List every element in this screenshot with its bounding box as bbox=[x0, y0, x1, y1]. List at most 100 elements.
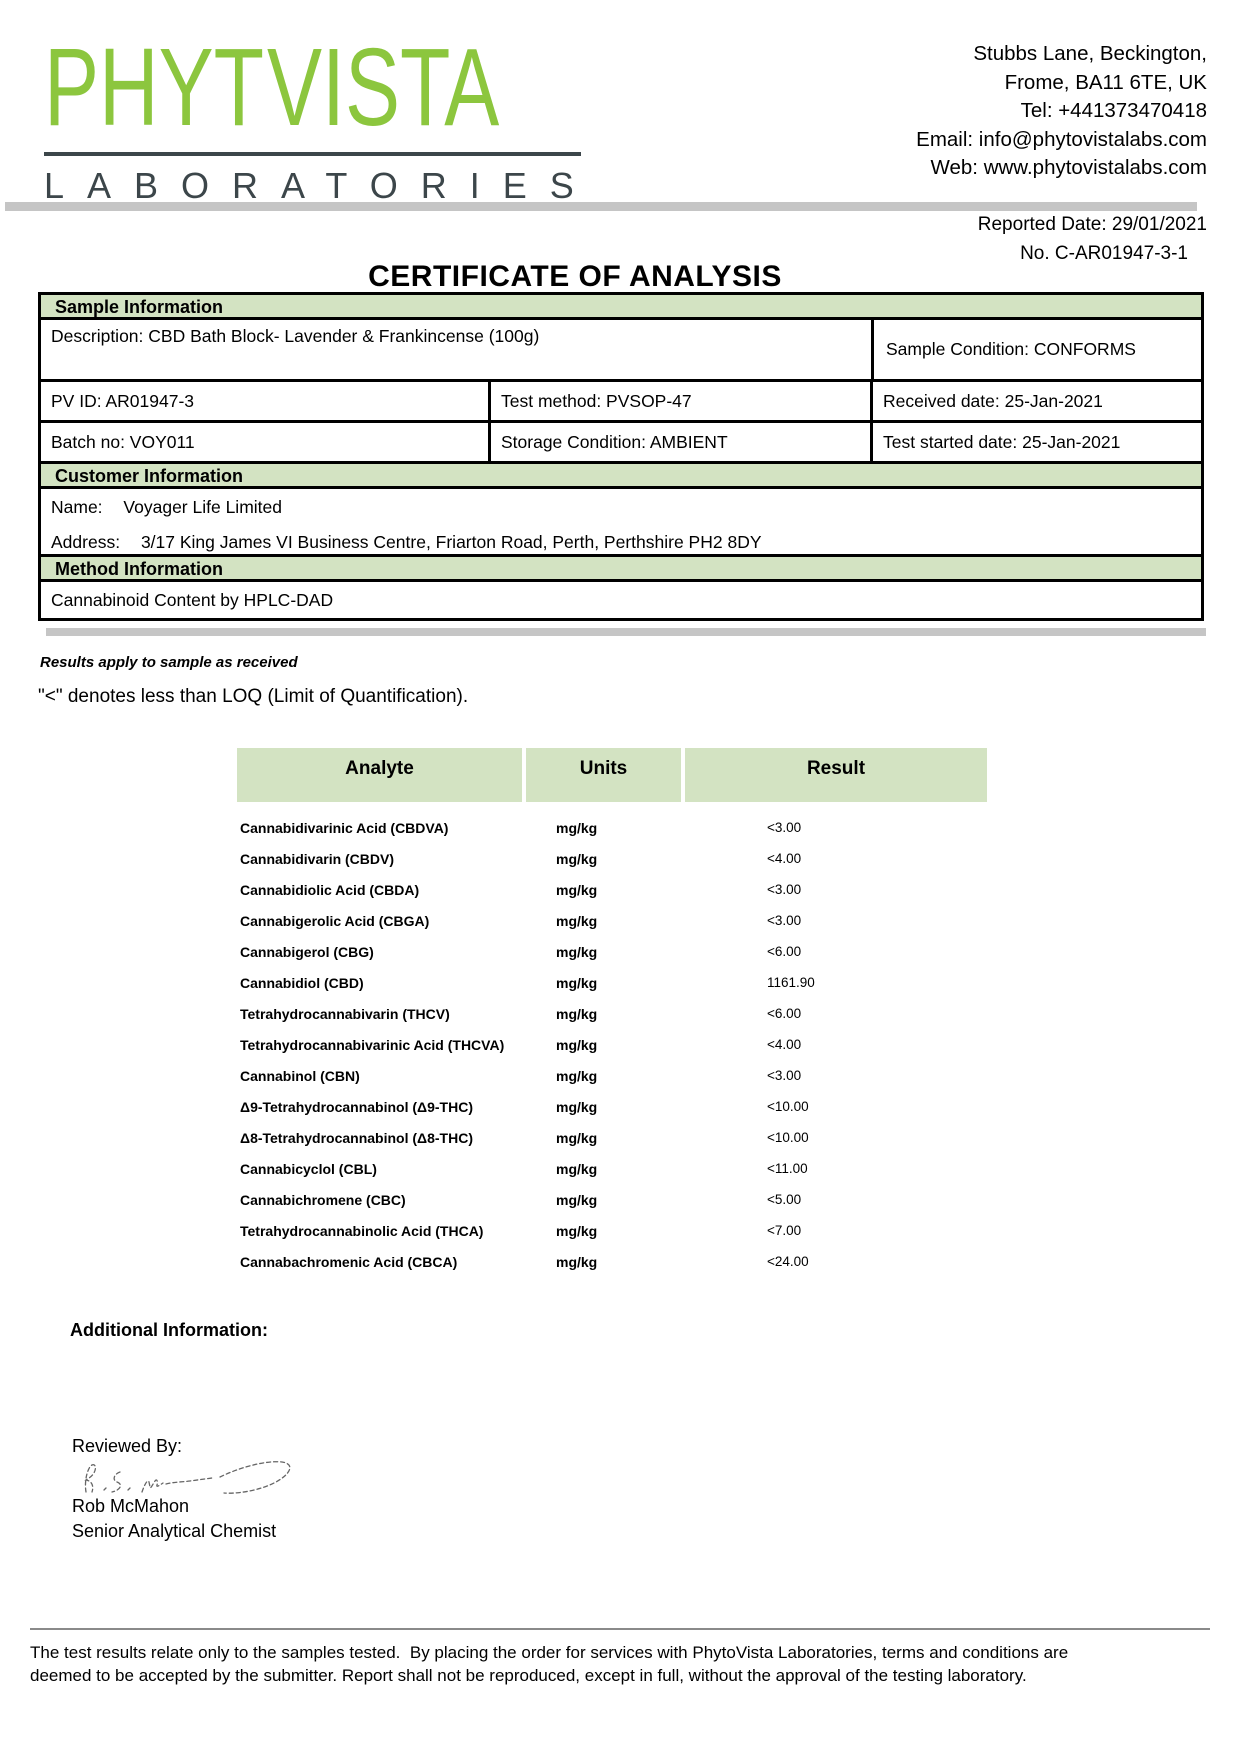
analyte-cell: Tetrahydrocannabivarinic Acid (THCVA) bbox=[240, 1036, 505, 1053]
result-cell: <6.00 bbox=[767, 1006, 802, 1021]
table-row: Cannabichromene (CBC) mg/kg <5.00 bbox=[237, 1184, 987, 1215]
footer-line2: deemed to be accepted by the submitter. … bbox=[30, 1665, 1027, 1685]
logo-divider-rule bbox=[44, 151, 581, 156]
analyte-cell: Cannabidivarin (CBDV) bbox=[240, 850, 395, 867]
contact-address-line1: Stubbs Lane, Beckington, bbox=[973, 42, 1207, 65]
customer-address-value: 3/17 King James VI Business Centre, Fria… bbox=[140, 532, 762, 552]
units-cell: mg/kg bbox=[556, 881, 598, 898]
analyte-cell: Cannabigerol (CBG) bbox=[240, 943, 374, 960]
table-row: Δ8-Tetrahydrocannabinol (Δ8-THC) mg/kg <10… bbox=[237, 1122, 987, 1153]
method-information-body: Cannabinoid Content by HPLC-DAD bbox=[51, 589, 334, 610]
sample-information-header: Sample Information bbox=[41, 295, 1201, 320]
units-cell: mg/kg bbox=[556, 1222, 598, 1239]
infobox-shadow-bar bbox=[46, 628, 1206, 636]
test-method-cell: Test method: PVSOP-47 bbox=[491, 382, 873, 420]
analyte-cell: Cannabinol (CBN) bbox=[240, 1067, 360, 1084]
result-cell: <6.00 bbox=[767, 944, 802, 959]
footer-line1: The test results relate only to the samp… bbox=[30, 1643, 1069, 1662]
analyte-cell: Tetrahydrocannabinolic Acid (THCA) bbox=[240, 1222, 484, 1239]
logo-text-phyt: PHYT bbox=[44, 26, 265, 149]
customer-information-header: Customer Information bbox=[41, 464, 1201, 489]
loq-note: "<" denotes less than LOQ (Limit of Quan… bbox=[38, 686, 469, 707]
result-column-header: Result bbox=[685, 748, 987, 802]
table-row: Cannabachromenic Acid (CBCA) mg/kg <24.00 bbox=[237, 1246, 987, 1277]
analyte-cell: Δ9-Tetrahydrocannabinol (Δ9-THC) bbox=[240, 1098, 473, 1115]
information-box: Sample Information Description: CBD Bath… bbox=[38, 292, 1204, 621]
reported-date: Reported Date: 29/01/2021 bbox=[977, 214, 1207, 235]
contact-address-line2: Frome, BA11 6TE, UK bbox=[1004, 70, 1207, 94]
logo-subtitle: LABORATORIES bbox=[44, 164, 597, 206]
result-cell: <3.00 bbox=[767, 882, 802, 897]
units-cell: mg/kg bbox=[556, 1098, 598, 1115]
test-started-date-cell: Test started date: 25-Jan-2021 bbox=[883, 431, 1121, 452]
contact-email: Email: info@phytovistalabs.com bbox=[916, 127, 1207, 151]
analyte-cell: Cannabidiol (CBD) bbox=[240, 974, 364, 991]
sample-ids-row: PV ID: AR01947-3 Test method: PVSOP-47 R… bbox=[41, 382, 1201, 423]
result-cell: <7.00 bbox=[767, 1223, 802, 1238]
result-cell: <4.00 bbox=[767, 1037, 802, 1052]
units-cell: mg/kg bbox=[556, 1036, 598, 1053]
units-column-header: Units bbox=[526, 748, 681, 802]
analyte-cell: Tetrahydrocannabivarin (THCV) bbox=[240, 1005, 450, 1022]
analyte-cell: Cannabachromenic Acid (CBCA) bbox=[240, 1253, 458, 1270]
footer-disclaimer: The test results relate only to the samp… bbox=[30, 1642, 1220, 1687]
result-cell: <10.00 bbox=[767, 1130, 809, 1145]
customer-information-body: Name: Voyager Life Limited Address: 3/17… bbox=[41, 489, 1201, 557]
table-row: Cannabidivarinic Acid (CBDVA) mg/kg <3.00 bbox=[237, 812, 987, 843]
table-row: Tetrahydrocannabivarin (THCV) mg/kg <6.00 bbox=[237, 998, 987, 1029]
table-row: Cannabicyclol (CBL) mg/kg <11.00 bbox=[237, 1153, 987, 1184]
description-row: Description: CBD Bath Block- Lavender & … bbox=[41, 320, 1201, 382]
table-row: Cannabidivarin (CBDV) mg/kg <4.00 bbox=[237, 843, 987, 874]
contact-phone: Tel: +441373470418 bbox=[1020, 99, 1207, 122]
units-cell: mg/kg bbox=[556, 1160, 598, 1177]
table-row: Cannabigerolic Acid (CBGA) mg/kg <3.00 bbox=[237, 905, 987, 936]
result-cell: <3.00 bbox=[767, 913, 802, 928]
result-cell: 1161.90 bbox=[767, 975, 815, 990]
description-cell: Description: CBD Bath Block- Lavender & … bbox=[41, 320, 874, 379]
reviewer-name: Rob McMahon bbox=[72, 1496, 190, 1516]
results-apply-note: Results apply to sample as received bbox=[40, 654, 298, 671]
table-row: Tetrahydrocannabivarinic Acid (THCVA) mg/… bbox=[237, 1029, 987, 1060]
table-row: Δ9-Tetrahydrocannabinol (Δ9-THC) mg/kg <10… bbox=[237, 1091, 987, 1122]
logo-text-vista: VISTA bbox=[267, 26, 500, 149]
footer-divider bbox=[30, 1628, 1210, 1630]
result-cell: <24.00 bbox=[767, 1254, 809, 1269]
units-cell: mg/kg bbox=[556, 1253, 598, 1270]
lab-contact-block: Stubbs Lane, Beckington, Frome, BA11 6TE… bbox=[916, 40, 1207, 183]
result-cell: <3.00 bbox=[767, 1068, 802, 1083]
analyte-cell: Cannabidivarinic Acid (CBDVA) bbox=[240, 819, 449, 836]
storage-condition-cell: Storage Condition: AMBIENT bbox=[491, 423, 873, 461]
units-cell: mg/kg bbox=[556, 974, 598, 991]
units-cell: mg/kg bbox=[556, 1005, 598, 1022]
customer-name-value: Voyager Life Limited bbox=[123, 497, 282, 517]
customer-name-label: Name: bbox=[51, 497, 103, 517]
analyte-cell: Δ8-Tetrahydrocannabinol (Δ8-THC) bbox=[240, 1129, 473, 1146]
result-cell: <10.00 bbox=[767, 1099, 809, 1114]
analyte-cell: Cannabichromene (CBC) bbox=[240, 1191, 406, 1208]
units-cell: mg/kg bbox=[556, 912, 598, 929]
sample-condition-cell: Sample Condition: CONFORMS bbox=[886, 339, 1136, 359]
analyte-cell: Cannabicyclol (CBL) bbox=[240, 1160, 377, 1177]
logo-wordmark: PHYT VISTA bbox=[44, 26, 499, 149]
customer-address-label: Address: bbox=[51, 532, 121, 552]
customer-address-line: Address: 3/17 King James VI Business Cen… bbox=[51, 532, 1201, 553]
units-cell: mg/kg bbox=[556, 1129, 598, 1146]
units-cell: mg/kg bbox=[556, 819, 598, 836]
result-cell: <5.00 bbox=[767, 1192, 802, 1207]
header-shadow-bar bbox=[5, 202, 1197, 211]
units-cell: mg/kg bbox=[556, 943, 598, 960]
table-row: Cannabidiol (CBD) mg/kg 1161.90 bbox=[237, 967, 987, 998]
received-date-cell: Received date: 25-Jan-2021 bbox=[883, 390, 1103, 411]
units-cell: mg/kg bbox=[556, 1191, 598, 1208]
units-cell: mg/kg bbox=[556, 850, 598, 867]
table-row: Cannabidiolic Acid (CBDA) mg/kg <3.00 bbox=[237, 874, 987, 905]
additional-information-label: Additional Information: bbox=[70, 1320, 268, 1340]
result-cell: <11.00 bbox=[767, 1161, 808, 1176]
signature-image bbox=[74, 1454, 314, 1505]
table-row: Cannabigerol (CBG) mg/kg <6.00 bbox=[237, 936, 987, 967]
result-cell: <3.00 bbox=[767, 820, 802, 835]
reviewer-title: Senior Analytical Chemist bbox=[72, 1521, 277, 1541]
results-rows: Cannabidivarinic Acid (CBDVA) mg/kg <3.00 C… bbox=[237, 812, 987, 1277]
reviewed-by-label: Reviewed By: bbox=[72, 1436, 183, 1456]
